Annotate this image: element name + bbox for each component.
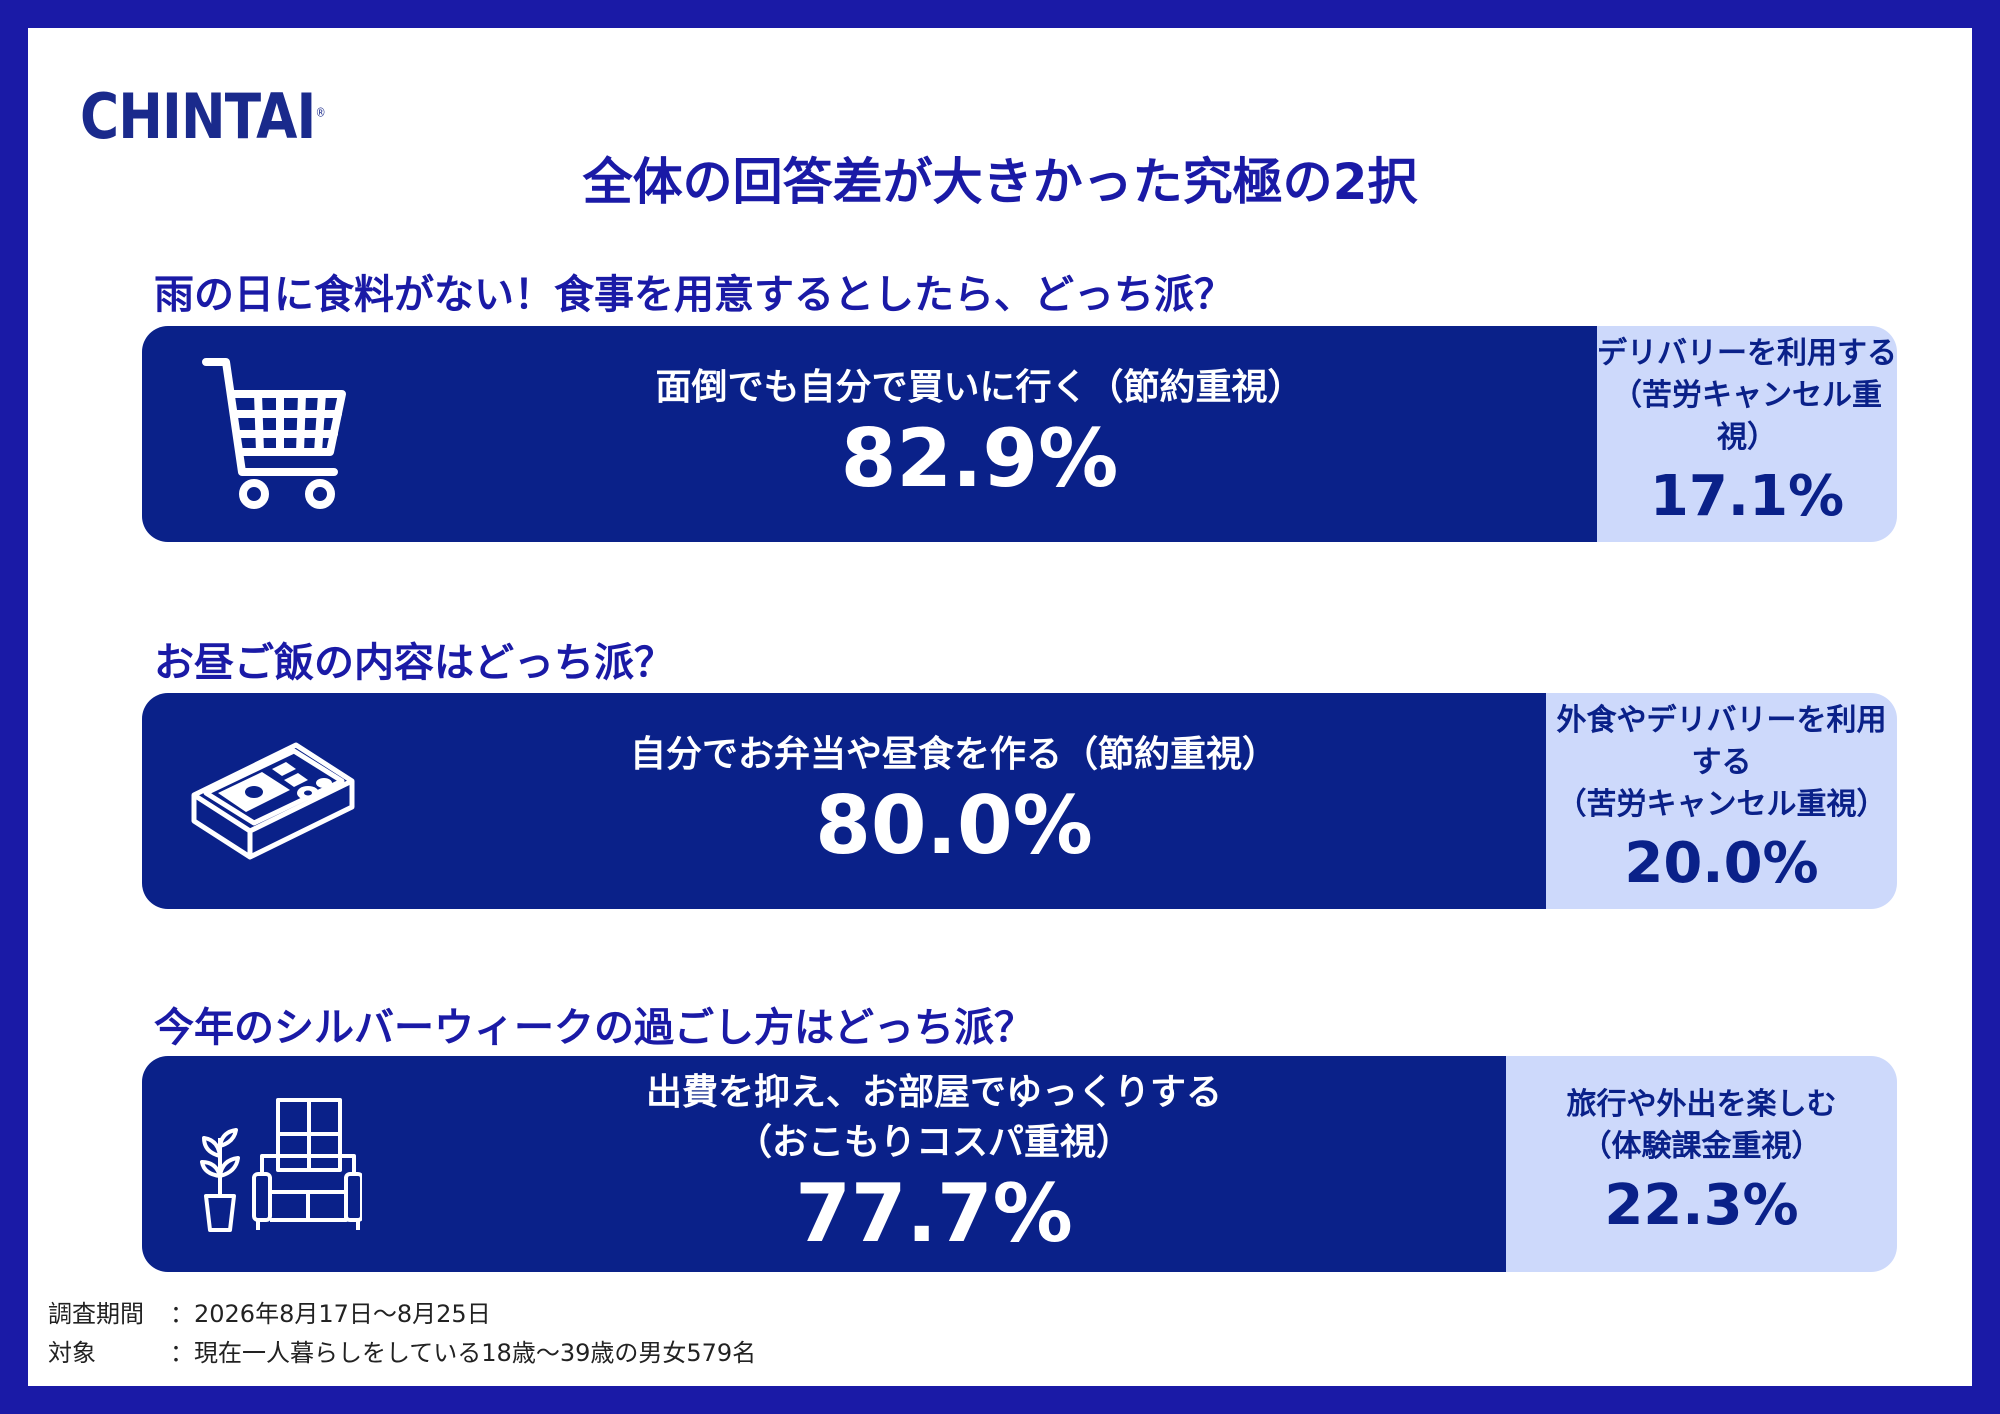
question-3-major-segment [142, 1056, 1506, 1272]
question-2-minor-value: 20.0% [1624, 831, 1819, 897]
question-3-minor-segment: 旅行や外出を楽しむ （体験課金重視） 22.3% [1506, 1056, 1897, 1272]
question-3-text: 今年のシルバーウィークの過ごし方はどっち派？ [154, 1005, 1034, 1051]
shopping-cart-icon [202, 358, 346, 509]
question-1-minor-segment: デリバリーを利用する （苦労キャンセル重視） 17.1% [1597, 326, 1897, 542]
question-2-major-value: 80.0% [815, 779, 1093, 873]
question-1-minor-value: 17.1% [1649, 464, 1845, 530]
bento-box-icon [191, 742, 355, 860]
question-3-minor-value: 22.3% [1604, 1173, 1799, 1239]
survey-target: 対象 ：現在一人暮らしをしている18歳〜39歳の男女579名 [48, 1339, 757, 1367]
question-3-bar: 旅行や外出を楽しむ （体験課金重視） 22.3% 出費を抑え、お部屋でゆっくりす… [142, 1056, 1897, 1272]
survey-period: 調査期間 ：2026年8月17日〜8月25日 [48, 1300, 491, 1328]
question-2-minor-segment: 外食やデリバリーを利用する （苦労キャンセル重視） 20.0% [1546, 693, 1897, 909]
question-1-major-text: 面倒でも自分で買いに行く（節約重視） 82.9% [362, 326, 1597, 542]
question-2-major-label: 自分でお弁当や昼食を作る（節約重視） [629, 733, 1278, 775]
question-1-major-value: 82.9% [840, 412, 1119, 506]
question-1-major-label: 面倒でも自分で買いに行く（節約重視） [655, 366, 1304, 408]
question-2-minor-label: 外食やデリバリーを利用する （苦労キャンセル重視） [1556, 703, 1887, 823]
question-1-major-segment [142, 326, 1597, 542]
question-2-major-segment [142, 693, 1546, 909]
question-2-text: お昼ご飯の内容はどっち派？ [154, 640, 674, 686]
question-2-major-text: 自分でお弁当や昼食を作る（節約重視） 80.0% [362, 693, 1546, 909]
question-3-minor-label: 旅行や外出を楽しむ （体験課金重視） [1566, 1087, 1837, 1165]
question-3-major-value: 77.7% [795, 1167, 1073, 1261]
sofa-room-icon [200, 1098, 362, 1232]
question-3-major-label: 出費を抑え、お部屋でゆっくりする （おこもりコスパ重視） [645, 1071, 1222, 1163]
chintai-logo: CHINTAI® [80, 80, 326, 153]
question-1-bar: デリバリーを利用する （苦労キャンセル重視） 17.1% 面倒でも自分で買いに行… [142, 326, 1897, 542]
page-title: 全体の回答差が大きかった究極の2択 [582, 153, 1418, 211]
question-1-minor-label: デリバリーを利用する （苦労キャンセル重視） [1597, 336, 1897, 456]
question-3-major-text: 出費を抑え、お部屋でゆっくりする （おこもりコスパ重視） 77.7% [362, 1056, 1506, 1272]
question-2-bar: 外食やデリバリーを利用する （苦労キャンセル重視） 20.0% 自分でお弁当や昼… [142, 693, 1897, 909]
question-1-text: 雨の日に食料がない！食事を用意するとしたら、どっち派？ [154, 272, 1234, 318]
